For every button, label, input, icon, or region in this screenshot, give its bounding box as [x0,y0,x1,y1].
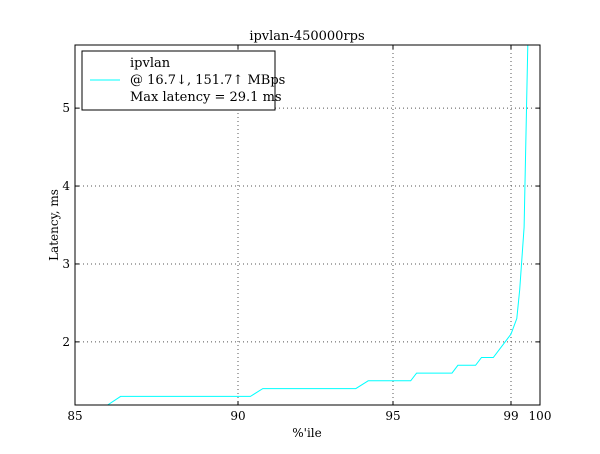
series-line-ipvlan [107,45,529,405]
x-tick-label: 85 [67,409,82,423]
x-tick-label: 99 [503,409,518,423]
y-tick-label: 5 [62,101,70,115]
y-axis-label: Latency, ms [47,189,61,261]
plot-frame [74,44,541,406]
y-tick-label: 4 [62,179,70,193]
y-tick-label: 2 [62,335,70,349]
legend-label-max-latency: Max latency = 29.1 ms [130,90,282,105]
legend-label-name: ipvlan [130,56,171,71]
x-tick-label: 95 [385,409,400,423]
chart-title: ipvlan-450000rps [249,29,364,44]
legend: ipvlan @ 16.7↓, 151.7↑ MBps Max latency … [81,50,285,111]
x-tick-label: 90 [230,409,245,423]
x-tick-label: 100 [529,409,552,423]
x-axis-label: %'ile [292,426,321,440]
legend-label-throughput: @ 16.7↓, 151.7↑ MBps [130,73,285,88]
y-tick-label: 3 [62,257,70,271]
